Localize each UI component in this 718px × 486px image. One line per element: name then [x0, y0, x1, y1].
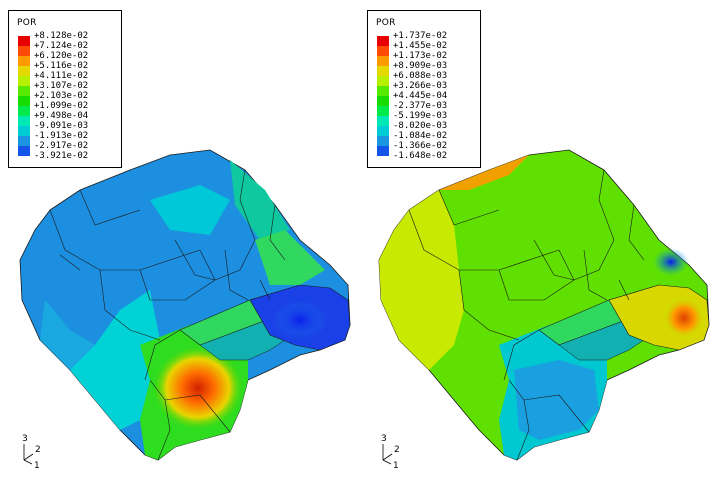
- legend-swatch: [18, 136, 30, 146]
- legend-swatch: [377, 36, 389, 46]
- legend-level-label: -8.020e-03: [393, 121, 448, 131]
- triad-label-2: 2: [394, 445, 400, 455]
- legend-swatch: [377, 66, 389, 76]
- legend-swatch: [18, 36, 30, 46]
- deformed-model-right: [378, 149, 710, 461]
- legend-swatch: [377, 146, 389, 156]
- legend-level-label: -5.199e-03: [393, 111, 448, 121]
- legend-swatch: [377, 126, 389, 136]
- legend-swatch: [377, 116, 389, 126]
- deformed-model-left: [19, 149, 351, 461]
- legend-swatch: [18, 56, 30, 66]
- legend-swatch: [377, 86, 389, 96]
- legend-swatch: [377, 46, 389, 56]
- legend-level-label: +9.498e-04: [34, 111, 89, 121]
- legend-level-label: +8.909e-03: [393, 61, 448, 71]
- legend-level-label: -1.084e-02: [393, 131, 448, 141]
- legend-swatch: [377, 56, 389, 66]
- legend-swatch: [18, 106, 30, 116]
- legend-level-label: -9.091e-03: [34, 121, 89, 131]
- triad-label-1: 1: [34, 461, 40, 470]
- legend-swatch: [18, 146, 30, 156]
- contour-legend: POR +8.128e-02 +7.124e-02 +6.120e-02: [8, 10, 122, 168]
- legend-level-label: +6.088e-03: [393, 71, 448, 81]
- legend-level-label: +6.120e-02: [34, 51, 89, 61]
- legend-title: POR: [17, 18, 37, 28]
- legend-colorbar: [377, 36, 389, 156]
- legend-level-label: +3.266e-03: [393, 81, 448, 91]
- contour-legend: POR +1.737e-02 +1.455e-02 +1.173e-02: [367, 10, 481, 168]
- axis-triad-icon: 3 2 1: [22, 434, 41, 470]
- legend-swatch: [18, 46, 30, 56]
- legend-level-label: +8.128e-02: [34, 31, 89, 41]
- triad-label-3: 3: [22, 434, 28, 444]
- legend-swatch: [18, 116, 30, 126]
- legend-swatch: [377, 136, 389, 146]
- legend-level-label: +1.099e-02: [34, 101, 89, 111]
- legend-level-label: +4.111e-02: [34, 71, 89, 81]
- legend-level-label: -2.377e-03: [393, 101, 448, 111]
- legend-colorbar: [18, 36, 30, 156]
- legend-swatch: [377, 106, 389, 116]
- triad-label-1: 1: [393, 461, 399, 470]
- legend-level-label: +7.124e-02: [34, 41, 89, 51]
- legend-title: POR: [376, 18, 396, 28]
- triad-label-3: 3: [381, 434, 387, 444]
- legend-level-label: +1.737e-02: [393, 31, 448, 41]
- legend-level-label: +1.173e-02: [393, 51, 448, 61]
- legend-swatch: [377, 96, 389, 106]
- legend-swatch: [18, 66, 30, 76]
- axis-triad-icon: 3 2 1: [381, 434, 400, 470]
- legend-swatch: [18, 126, 30, 136]
- legend-level-label: -1.648e-02: [393, 151, 448, 161]
- triad-label-2: 2: [35, 445, 41, 455]
- legend-level-label: +5.116e-02: [34, 61, 89, 71]
- legend-swatch: [18, 76, 30, 86]
- legend-level-label: -1.913e-02: [34, 131, 89, 141]
- contour-panel-left: POR +8.128e-02 +7.124e-02 +6.120e-02: [8, 10, 351, 470]
- legend-swatch: [18, 86, 30, 96]
- legend-level-label: +1.455e-02: [393, 41, 448, 51]
- legend-level-label: +2.103e-02: [34, 91, 89, 101]
- legend-level-label: +3.107e-02: [34, 81, 89, 91]
- legend-swatch: [377, 76, 389, 86]
- legend-swatch: [18, 96, 30, 106]
- legend-level-label: -2.917e-02: [34, 141, 89, 151]
- contour-panel-right: POR +1.737e-02 +1.455e-02 +1.173e-02: [359, 0, 718, 486]
- legend-level-label: -3.921e-02: [34, 151, 89, 161]
- legend-level-label: -1.366e-02: [393, 141, 448, 151]
- legend-level-label: +4.445e-04: [393, 91, 448, 101]
